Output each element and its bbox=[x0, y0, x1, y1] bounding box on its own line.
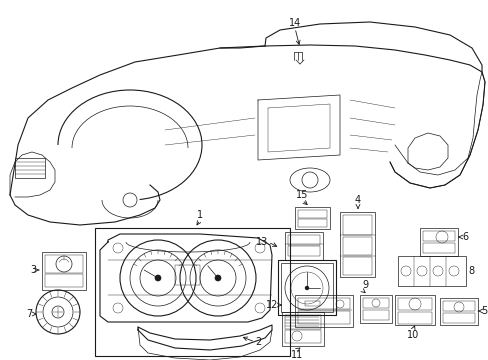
Bar bbox=[294, 207, 329, 229]
Bar bbox=[422, 243, 454, 253]
Text: 8: 8 bbox=[467, 266, 473, 276]
Bar bbox=[15, 158, 45, 178]
Bar bbox=[342, 237, 371, 255]
Bar bbox=[294, 295, 352, 327]
Bar bbox=[45, 274, 83, 287]
Bar bbox=[297, 210, 326, 218]
Bar bbox=[281, 263, 332, 312]
Text: 13: 13 bbox=[255, 237, 267, 247]
Bar bbox=[397, 298, 431, 310]
Bar bbox=[339, 212, 374, 277]
Text: 9: 9 bbox=[361, 280, 367, 290]
Bar bbox=[442, 301, 474, 311]
Bar bbox=[45, 255, 83, 273]
Bar bbox=[397, 312, 431, 324]
Bar bbox=[287, 235, 319, 245]
Bar bbox=[439, 298, 477, 325]
Bar bbox=[297, 298, 349, 309]
Text: 14: 14 bbox=[288, 18, 301, 28]
Bar bbox=[278, 260, 335, 315]
Bar bbox=[305, 301, 319, 306]
Text: 11: 11 bbox=[290, 350, 303, 360]
Bar bbox=[95, 228, 289, 356]
Text: 15: 15 bbox=[295, 190, 307, 200]
Text: 4: 4 bbox=[354, 195, 360, 205]
Bar bbox=[442, 313, 474, 323]
Bar bbox=[362, 310, 388, 320]
Bar bbox=[42, 252, 86, 290]
Bar bbox=[342, 215, 371, 235]
Text: 12: 12 bbox=[265, 300, 278, 310]
Text: 3: 3 bbox=[30, 265, 36, 275]
Circle shape bbox=[215, 275, 221, 281]
Bar bbox=[282, 312, 324, 346]
Bar bbox=[287, 246, 319, 256]
Text: 10: 10 bbox=[406, 330, 418, 340]
Text: 6: 6 bbox=[461, 232, 467, 242]
Bar bbox=[422, 231, 454, 241]
Circle shape bbox=[305, 286, 308, 290]
Bar bbox=[394, 295, 434, 325]
Bar bbox=[297, 311, 349, 324]
Bar bbox=[285, 315, 320, 329]
Bar bbox=[285, 330, 320, 343]
Text: 2: 2 bbox=[254, 337, 261, 347]
Circle shape bbox=[155, 275, 161, 281]
Bar bbox=[297, 219, 326, 227]
Bar bbox=[362, 298, 388, 308]
Bar bbox=[175, 265, 200, 285]
Bar bbox=[419, 228, 457, 256]
Text: 1: 1 bbox=[197, 210, 203, 220]
Bar bbox=[359, 295, 391, 323]
Bar bbox=[342, 257, 371, 275]
Text: 7: 7 bbox=[26, 309, 32, 319]
Bar bbox=[397, 256, 465, 286]
Bar bbox=[285, 232, 323, 260]
Text: 5: 5 bbox=[480, 306, 486, 316]
